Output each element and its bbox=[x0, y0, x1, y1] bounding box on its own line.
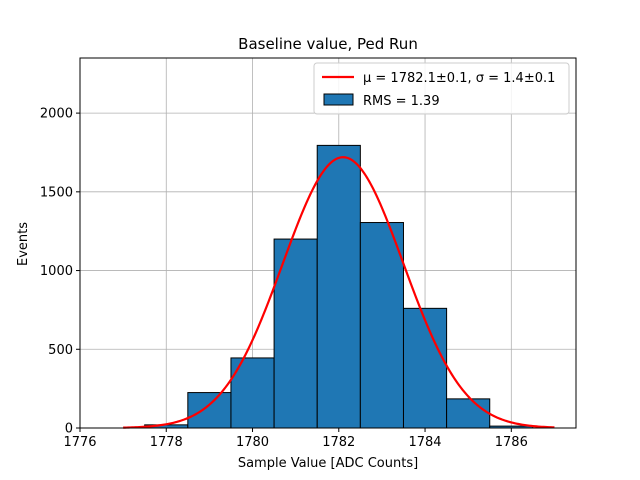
x-tick-label: 1784 bbox=[408, 435, 441, 450]
legend-histogram-patch-icon bbox=[323, 93, 354, 106]
x-axis-ticks: 1776 1778 1780 1782 1784 1786 bbox=[63, 428, 528, 450]
histogram-bar bbox=[359, 222, 404, 429]
y-axis-label: Events bbox=[16, 222, 31, 266]
y-tick-label: 500 bbox=[48, 343, 73, 358]
x-tick-label: 1782 bbox=[322, 435, 355, 450]
x-axis-label: Sample Value [ADC Counts] bbox=[238, 456, 418, 471]
fit-curve-group bbox=[123, 156, 555, 429]
x-tick-label: 1776 bbox=[63, 435, 96, 450]
legend-histogram-label: RMS = 1.39 bbox=[363, 94, 440, 109]
y-tick-label: 1000 bbox=[40, 264, 73, 279]
histogram-bar bbox=[446, 398, 491, 429]
axes-border bbox=[79, 57, 577, 429]
y-tick-label: 2000 bbox=[40, 107, 73, 122]
x-tick-label: 1778 bbox=[150, 435, 183, 450]
legend-fit-label: μ = 1782.1±0.1, σ = 1.4±0.1 bbox=[363, 71, 555, 86]
y-tick-label: 1500 bbox=[40, 185, 73, 200]
histogram-bar bbox=[316, 144, 361, 429]
y-axis-ticks: 0 500 1000 1500 2000 bbox=[40, 107, 80, 437]
gaussian-fit-curve bbox=[123, 156, 555, 429]
chart-title: Baseline value, Ped Run bbox=[238, 35, 418, 53]
x-tick-label: 1780 bbox=[236, 435, 269, 450]
axes-frame bbox=[79, 57, 577, 429]
histogram-bar bbox=[402, 307, 448, 429]
legend: μ = 1782.1±0.1, σ = 1.4±0.1 RMS = 1.39 bbox=[313, 62, 570, 115]
histogram-bar bbox=[187, 392, 232, 429]
y-tick-label: 0 bbox=[65, 422, 73, 437]
legend-box bbox=[313, 62, 570, 115]
x-tick-label: 1786 bbox=[495, 435, 528, 450]
